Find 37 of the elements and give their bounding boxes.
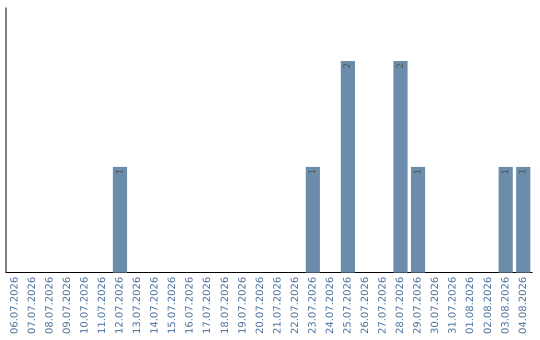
data-label: 1 — [413, 168, 424, 175]
x-tick-label: 31.07.2026 — [448, 276, 459, 334]
x-tick-label: 23.07.2026 — [307, 276, 318, 334]
x-tick-label: 29.07.2026 — [412, 276, 424, 334]
x-tick-label: 14.07.2026 — [150, 276, 161, 334]
x-tick-label: 13.07.2026 — [132, 276, 144, 334]
x-tick-label: 01.08.2026 — [465, 276, 476, 334]
x-tick-label: 03.08.2026 — [500, 276, 512, 334]
data-label: 1 — [501, 168, 512, 175]
data-label: 2 — [396, 62, 406, 69]
x-tick-label: 21.07.2026 — [272, 276, 284, 334]
data-label: 1 — [115, 168, 126, 175]
data-label: 2 — [343, 62, 354, 69]
x-tick-label: 16.07.2026 — [184, 276, 196, 334]
x-tick-label: 22.07.2026 — [290, 276, 301, 334]
x-tick-label: 18.07.2026 — [220, 276, 231, 334]
x-tick-label: 09.07.2026 — [62, 276, 73, 334]
x-tick-label: 30.07.2026 — [430, 276, 442, 334]
data-label: 1 — [308, 168, 318, 175]
x-tick-label: 27.07.2026 — [378, 276, 389, 334]
x-tick-label: 12.07.2026 — [114, 276, 126, 334]
x-tick-label: 04.08.2026 — [518, 276, 529, 334]
data-label: 1 — [518, 168, 529, 175]
x-tick-label: 07.07.2026 — [26, 276, 38, 334]
x-tick-label: 11.07.2026 — [97, 276, 108, 334]
x-tick-label: 26.07.2026 — [360, 276, 372, 334]
x-tick-label: 28.07.2026 — [395, 276, 406, 334]
x-tick-label: 10.07.2026 — [79, 276, 90, 334]
x-tick-label: 20.07.2026 — [254, 276, 266, 334]
x-tick-label: 06.07.2026 — [9, 276, 20, 334]
x-tick-label: 24.07.2026 — [324, 276, 336, 334]
x-tick-label: 15.07.2026 — [167, 276, 178, 334]
x-tick-label: 19.07.2026 — [237, 276, 248, 334]
x-tick-label: 02.08.2026 — [482, 276, 494, 334]
x-tick-label: 17.07.2026 — [202, 276, 214, 334]
x-tick-label: 08.07.2026 — [44, 276, 56, 334]
x-tick-label: 25.07.2026 — [342, 276, 354, 334]
